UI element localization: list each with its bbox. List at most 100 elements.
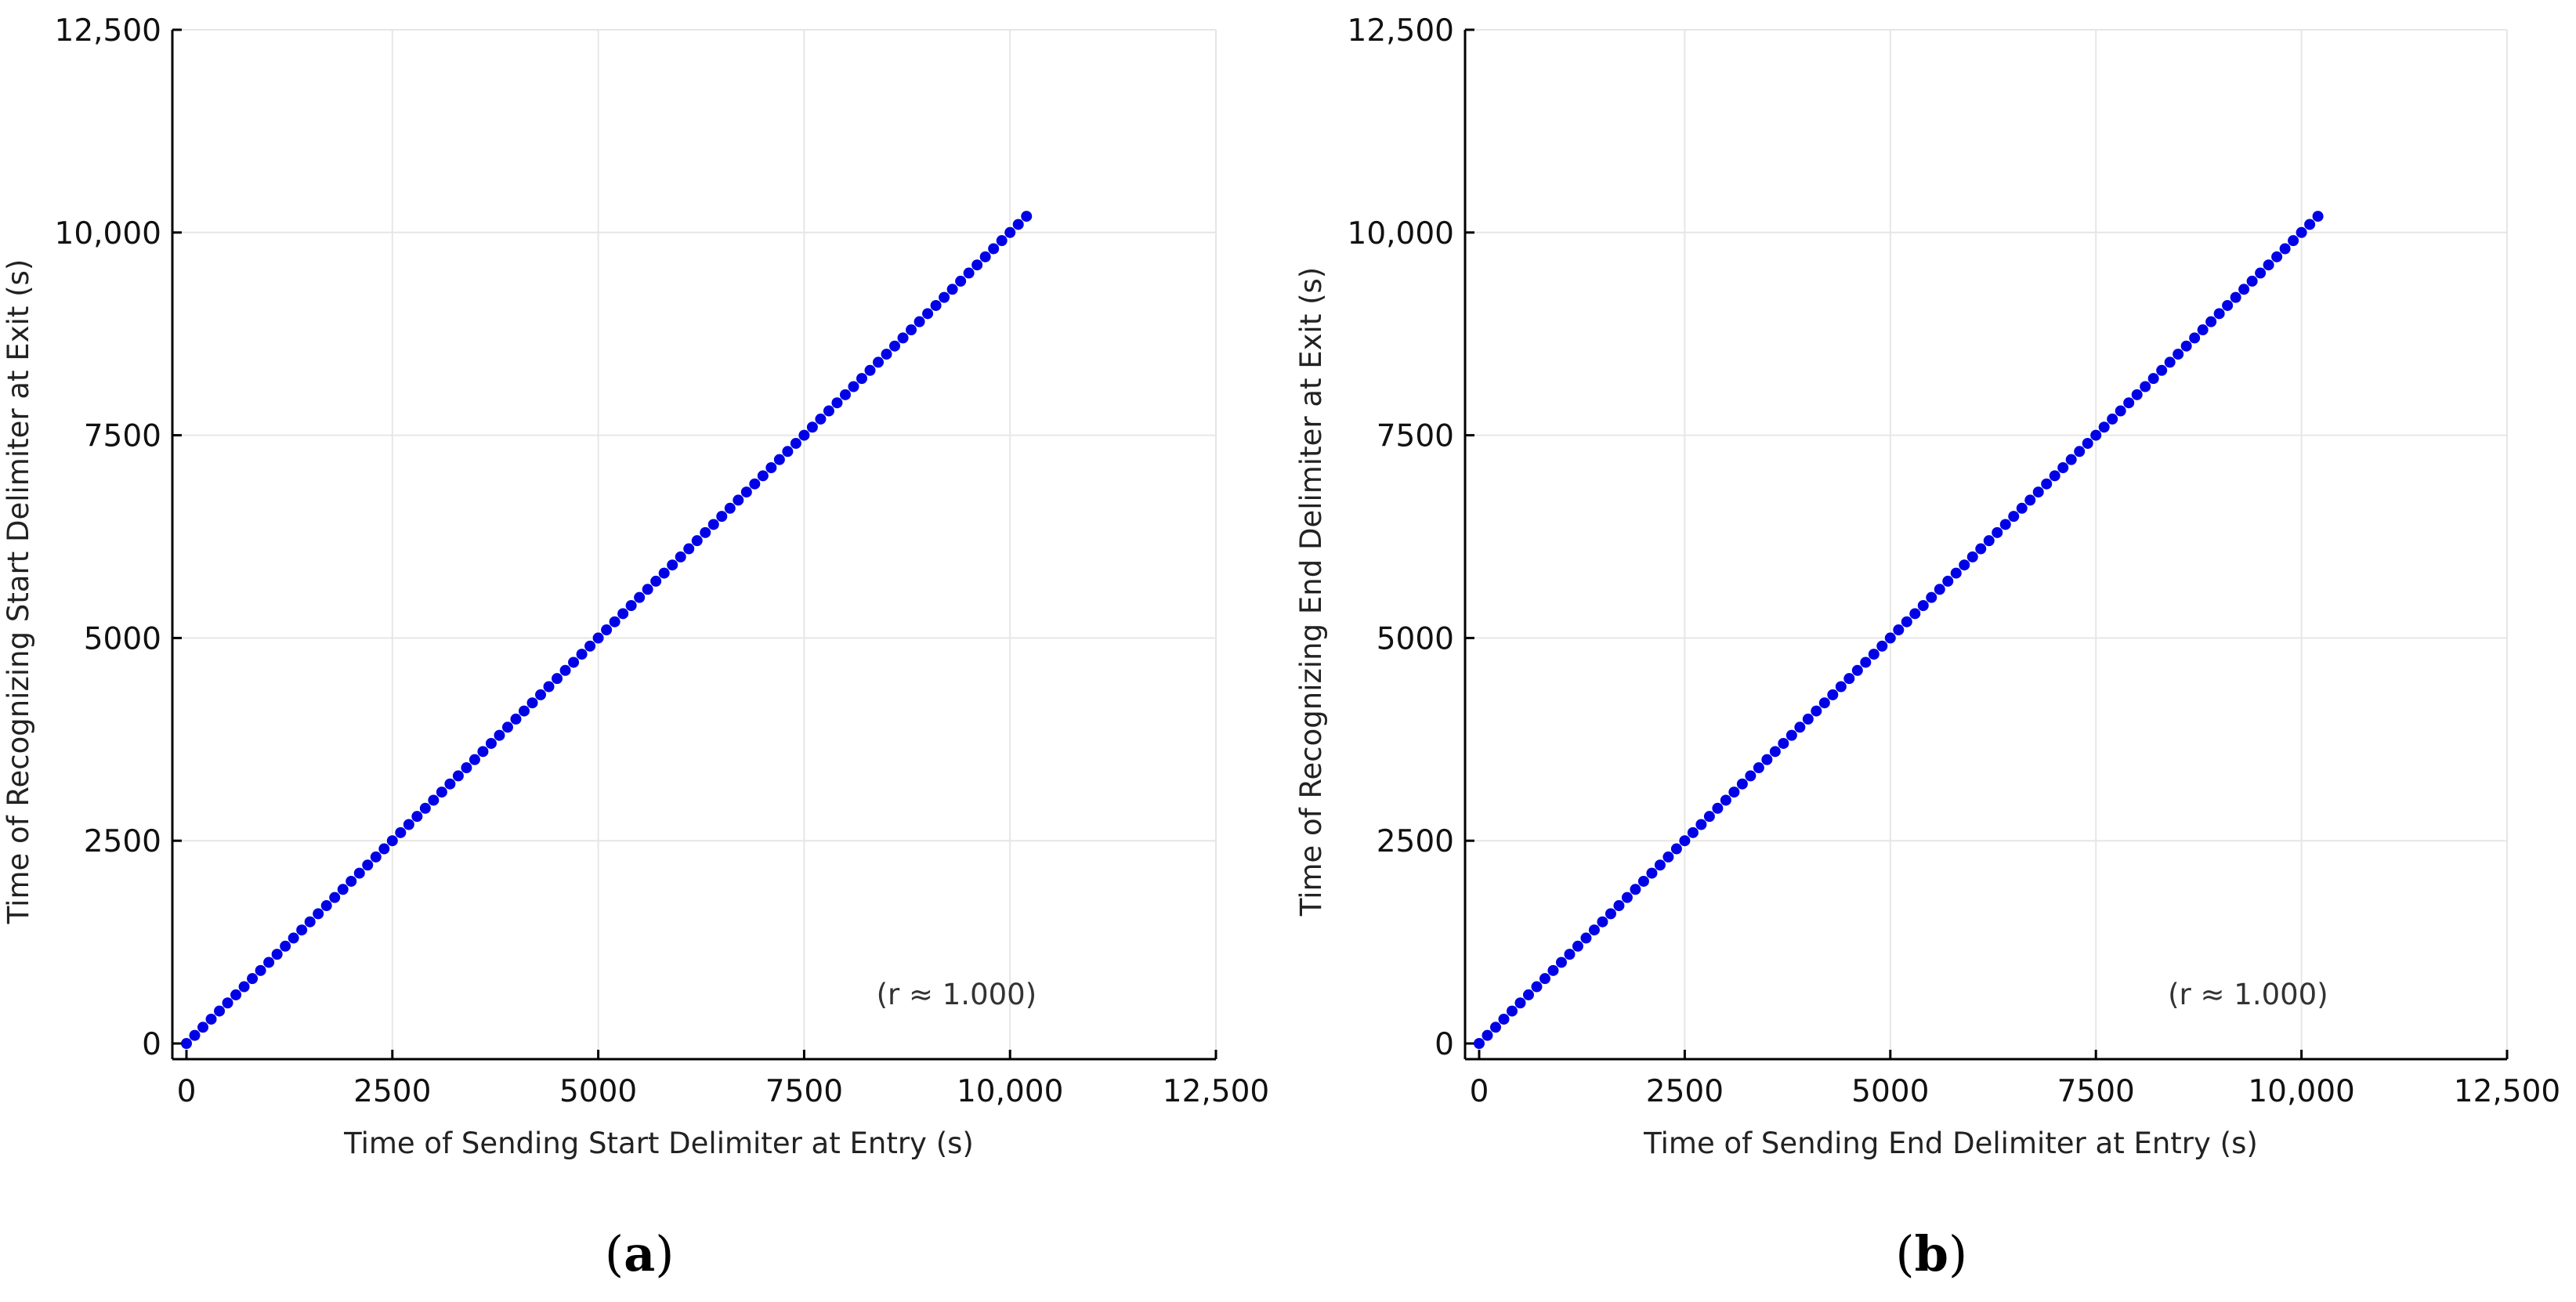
data-point — [1539, 973, 1550, 985]
data-point — [2312, 211, 2324, 222]
data-point — [1695, 819, 1707, 830]
data-point — [914, 316, 925, 327]
data-point — [1785, 729, 1797, 741]
data-point — [1514, 997, 1526, 1009]
data-point — [428, 794, 440, 806]
data-point — [2222, 299, 2234, 311]
data-point — [2304, 219, 2316, 230]
y-tick-label: 12,500 — [55, 13, 161, 49]
data-point — [543, 681, 555, 693]
data-point — [1728, 787, 1740, 798]
data-point — [1531, 981, 1543, 993]
data-point — [740, 486, 752, 498]
data-point — [1547, 964, 1559, 976]
data-point — [2255, 267, 2267, 279]
data-point — [930, 299, 942, 311]
data-point — [1679, 835, 1691, 847]
data-point — [469, 754, 480, 765]
x-tick-label: 7500 — [2057, 1074, 2135, 1109]
data-point — [1736, 778, 1748, 790]
data-point — [683, 543, 695, 555]
x-tick-label: 5000 — [559, 1074, 637, 1109]
data-point — [222, 997, 233, 1009]
data-point — [1021, 211, 1033, 222]
data-point — [263, 957, 275, 968]
correlation-annotation: (r ≈ 1.000) — [2168, 978, 2328, 1011]
data-point — [1588, 924, 1600, 936]
data-point — [1012, 219, 1024, 230]
data-point — [1917, 599, 1929, 611]
data-point — [461, 762, 472, 774]
data-point — [477, 746, 489, 758]
data-point — [584, 640, 596, 652]
data-point — [724, 502, 736, 514]
correlation-annotation: (r ≈ 1.000) — [877, 978, 1037, 1011]
data-point — [1778, 737, 1789, 749]
chart-panel-a: 0 2500 5000 7500 10,000 12,500 0 2500 5000 7500 10… — [2, 13, 1269, 1282]
data-point — [181, 1038, 192, 1049]
data-point — [1753, 762, 1764, 774]
data-point — [1851, 664, 1863, 676]
data-point — [271, 949, 283, 960]
data-point — [873, 356, 885, 368]
data-point — [395, 826, 407, 838]
x-tick-label: 2500 — [353, 1074, 431, 1109]
data-point — [1901, 616, 1912, 627]
data-point — [765, 462, 777, 474]
data-point — [510, 713, 522, 725]
data-point — [1522, 989, 1534, 1000]
data-point — [1769, 746, 1781, 758]
data-point — [2057, 462, 2069, 474]
data-point — [1926, 591, 1937, 603]
data-point — [313, 908, 324, 920]
data-point — [2288, 235, 2299, 247]
data-point — [922, 308, 934, 320]
data-point — [1802, 713, 1814, 725]
y-tick-label: 0 — [1435, 1027, 1454, 1062]
data-point — [939, 291, 950, 303]
data-point — [2164, 356, 2176, 368]
data-point — [757, 470, 769, 482]
data-point — [1893, 624, 1905, 636]
data-point — [296, 924, 308, 936]
data-point — [2189, 332, 2201, 344]
data-point — [815, 413, 827, 425]
data-point — [1934, 584, 1945, 595]
data-point — [2008, 511, 2020, 523]
data-point — [2263, 259, 2274, 271]
data-point — [1597, 916, 1608, 928]
data-point — [535, 689, 547, 700]
data-point — [897, 332, 909, 344]
data-point — [1646, 867, 1658, 879]
x-tick-label: 0 — [1470, 1074, 1489, 1109]
data-point — [329, 892, 341, 903]
data-point — [2147, 373, 2159, 385]
data-point — [881, 349, 892, 360]
x-tick-label: 2500 — [1646, 1074, 1724, 1109]
data-point — [2279, 243, 2291, 255]
data-point — [601, 624, 613, 636]
data-point — [1975, 543, 1987, 555]
data-point — [996, 235, 1008, 247]
data-point — [1835, 681, 1847, 693]
data-point — [568, 656, 580, 668]
data-point — [2180, 340, 2192, 352]
data-point — [2271, 251, 2283, 262]
data-point — [650, 575, 662, 587]
data-point — [625, 599, 637, 611]
data-point — [288, 932, 299, 944]
x-tick-label: 7500 — [765, 1074, 843, 1109]
data-point — [831, 397, 843, 409]
data-point — [2107, 413, 2118, 425]
series-points — [1474, 211, 2324, 1049]
data-point — [609, 616, 620, 627]
data-point — [2074, 446, 2086, 458]
data-point — [378, 843, 390, 855]
data-point — [230, 989, 242, 1000]
y-tick-label: 2500 — [1377, 824, 1454, 859]
data-point — [617, 608, 629, 620]
y-tick-label: 7500 — [84, 419, 161, 454]
data-point — [963, 267, 975, 279]
data-point — [2140, 381, 2151, 392]
data-point — [906, 324, 917, 336]
